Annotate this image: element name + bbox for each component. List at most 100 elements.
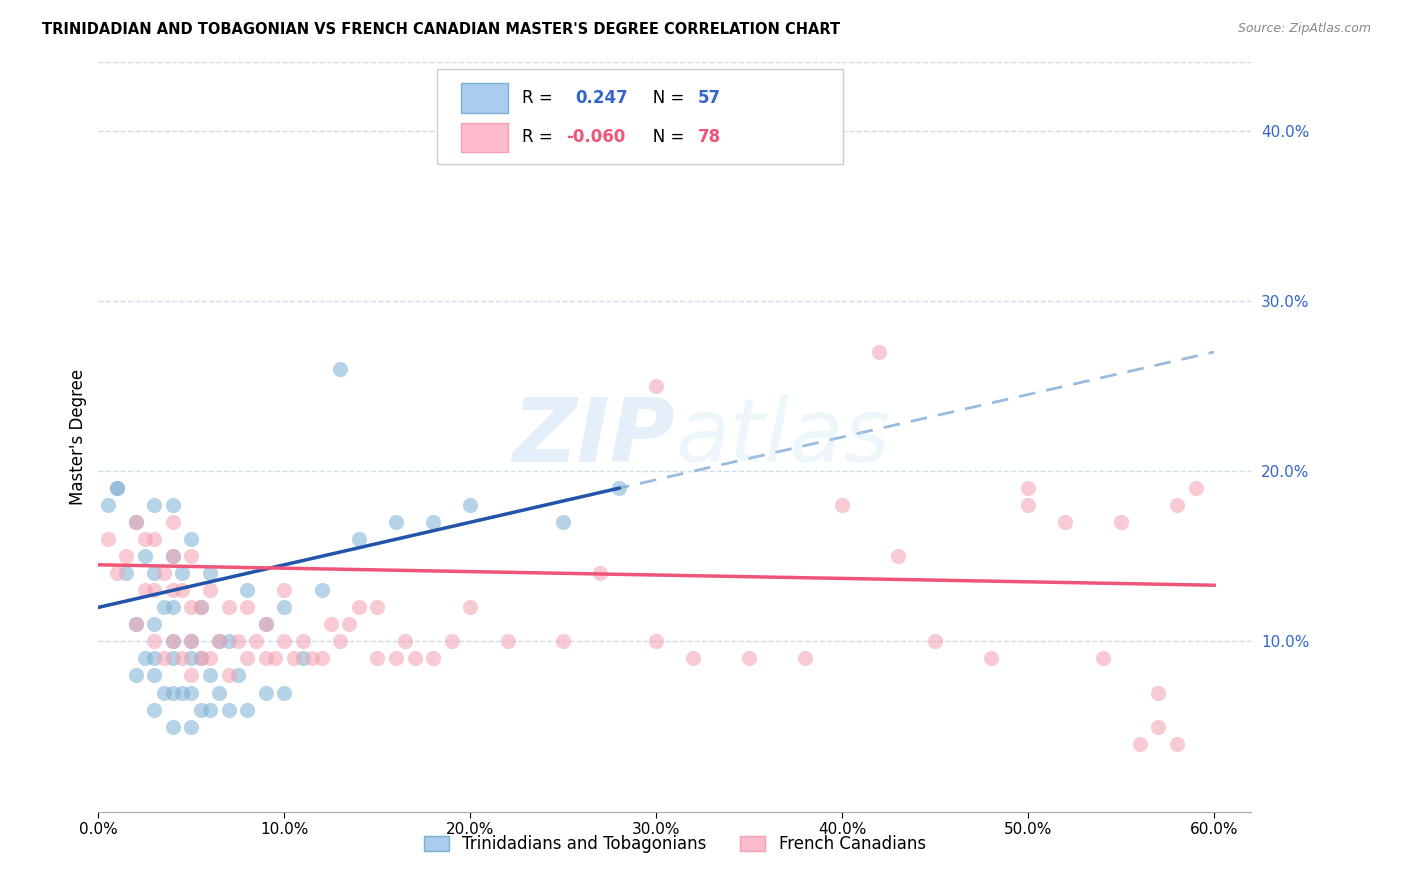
Text: R =: R = [522,128,558,146]
Point [385,651,408,665]
Point [339,617,361,632]
Point [124,617,146,632]
Point [97,533,120,547]
Point [1091,651,1114,665]
Point [422,515,444,529]
Point [794,651,817,665]
Legend: Trinidadians and Tobagonians, French Canadians: Trinidadians and Tobagonians, French Can… [418,829,932,860]
Point [1109,515,1132,529]
Point [1129,737,1152,751]
Point [143,702,166,716]
Point [1017,498,1039,512]
Text: Source: ZipAtlas.com: Source: ZipAtlas.com [1237,22,1371,36]
Point [226,634,249,648]
Point [245,634,267,648]
Text: atlas: atlas [675,394,890,480]
Point [496,634,519,648]
Point [311,651,333,665]
Point [152,566,174,581]
Point [404,651,426,665]
Point [143,498,166,512]
Point [980,651,1002,665]
Point [134,651,156,665]
Point [887,549,910,564]
Point [254,617,277,632]
Point [460,498,482,512]
Point [198,566,221,581]
Point [115,549,138,564]
Point [924,634,946,648]
Point [236,651,259,665]
Point [254,617,277,632]
Point [143,634,166,648]
Point [115,566,138,581]
Point [218,668,240,682]
Point [143,583,166,598]
Point [180,634,202,648]
Point [198,668,221,682]
Point [1054,515,1077,529]
Point [236,600,259,615]
Point [589,566,612,581]
Point [143,668,166,682]
Point [180,549,202,564]
Point [236,702,259,716]
Point [208,634,231,648]
Point [366,600,388,615]
Point [394,634,416,648]
Point [124,515,146,529]
Point [172,651,194,665]
Text: 78: 78 [697,128,720,146]
Point [134,583,156,598]
Point [329,634,352,648]
Text: TRINIDADIAN AND TOBAGONIAN VS FRENCH CANADIAN MASTER'S DEGREE CORRELATION CHART: TRINIDADIAN AND TOBAGONIAN VS FRENCH CAN… [42,22,841,37]
Point [180,634,202,648]
Point [553,515,575,529]
Point [198,702,221,716]
Point [208,685,231,699]
Point [291,651,314,665]
Point [553,634,575,648]
Point [273,634,295,648]
Point [180,651,202,665]
Point [172,685,194,699]
Point [172,583,194,598]
Point [831,498,853,512]
Point [682,651,704,665]
Point [162,651,184,665]
Point [273,583,295,598]
Point [208,634,231,648]
Point [1147,720,1170,734]
Point [143,617,166,632]
Point [1184,481,1206,495]
Point [124,668,146,682]
Point [162,515,184,529]
Point [347,600,370,615]
Text: N =: N = [637,89,689,107]
Point [162,549,184,564]
Point [868,345,890,359]
Point [190,702,212,716]
Point [236,583,259,598]
Point [162,685,184,699]
Point [97,498,120,512]
Point [105,481,128,495]
Point [190,651,212,665]
Point [273,600,295,615]
Point [198,651,221,665]
Point [172,566,194,581]
Point [738,651,761,665]
Point [134,533,156,547]
Point [180,685,202,699]
Point [1166,737,1188,751]
Point [311,583,333,598]
Point [385,515,408,529]
Point [162,549,184,564]
Y-axis label: Master's Degree: Master's Degree [69,369,87,505]
Text: -0.060: -0.060 [567,128,626,146]
Point [152,651,174,665]
Point [645,379,668,393]
Point [134,549,156,564]
Point [143,651,166,665]
Point [152,685,174,699]
